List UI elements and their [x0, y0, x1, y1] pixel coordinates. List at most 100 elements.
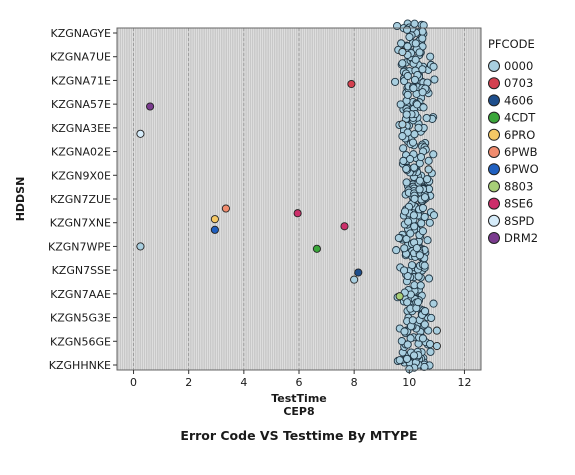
data-point-0000 — [402, 178, 411, 187]
data-point-0000 — [411, 39, 420, 48]
data-point-0000 — [136, 242, 145, 251]
data-point-0000 — [391, 77, 400, 86]
data-point-8SE6 — [340, 222, 349, 231]
data-point-0000 — [396, 100, 405, 109]
data-point-0000 — [420, 261, 429, 270]
data-point-0000 — [400, 266, 409, 275]
data-point-0000 — [420, 307, 430, 316]
x-tick-label: 0 — [130, 376, 137, 389]
data-point-0000 — [432, 326, 441, 335]
data-point-0703 — [347, 79, 356, 89]
x-tick-label: 6 — [296, 376, 303, 389]
data-point-0000 — [414, 298, 423, 307]
data-point-0000 — [415, 251, 424, 260]
legend-marker-4CDT — [488, 111, 500, 124]
data-point-0000 — [392, 246, 401, 255]
data-point-0000 — [407, 261, 417, 270]
legend-label-6PWB: 6PWB — [504, 145, 538, 159]
data-point-0000 — [426, 52, 435, 61]
data-point-6PWB — [221, 204, 230, 213]
data-point-0000 — [404, 217, 413, 226]
data-point-0000 — [409, 84, 418, 93]
data-point-0000 — [424, 274, 434, 283]
legend: PFCODE 0000 0703 4606 4CDT 6PRO 6PWB 6PWO 8803 8… — [488, 37, 539, 245]
data-point-0000 — [410, 75, 419, 84]
y-tick-label: KZGHHNKE — [49, 359, 111, 372]
y-tick-label: KZGNA3EE — [51, 122, 111, 135]
data-point-0000 — [403, 354, 412, 363]
data-point-0000 — [400, 207, 410, 216]
x-tick-label: 2 — [185, 376, 192, 389]
y-tick-label: KZGNA71E — [51, 74, 111, 87]
data-point-0000 — [429, 299, 438, 308]
data-point-0000 — [415, 176, 424, 185]
data-point-0000 — [424, 326, 433, 335]
legend-marker-6PWB — [488, 146, 500, 158]
legend-label-6PWO: 6PWO — [504, 162, 539, 176]
legend-marker-0000 — [488, 60, 500, 72]
legend-label-8SPD: 8SPD — [504, 214, 535, 228]
data-point-0000 — [409, 211, 418, 220]
data-point-0000 — [424, 156, 433, 165]
data-point-0000 — [429, 211, 439, 220]
legend-label-0000: 0000 — [504, 59, 533, 73]
data-point-0000 — [412, 244, 421, 253]
data-point-0000 — [402, 164, 411, 173]
data-point-0000 — [397, 39, 406, 48]
data-point-0000 — [429, 62, 438, 71]
data-point-0000 — [413, 100, 422, 109]
data-point-0000 — [397, 337, 406, 346]
data-point-0000 — [410, 222, 419, 231]
data-point-0000 — [411, 55, 420, 64]
data-point-0000 — [408, 316, 417, 325]
data-point-0000 — [395, 356, 404, 365]
legend-marker-8803 — [488, 180, 500, 193]
data-point-4CDT — [312, 244, 321, 253]
data-point-0000 — [410, 351, 419, 360]
data-point-0000 — [416, 152, 426, 162]
data-point-6PWO — [210, 225, 219, 234]
y-tick-label: KZGN7XNE — [50, 217, 111, 230]
data-point-0000 — [424, 165, 433, 174]
data-point-0000 — [418, 65, 427, 74]
x-tick-label: 12 — [457, 376, 471, 389]
legend-marker-0703 — [488, 77, 500, 90]
chart-title: Error Code VS Testtime By MTYPE — [180, 428, 417, 443]
data-point-0000 — [425, 339, 435, 349]
data-point-8SPD — [136, 129, 145, 138]
data-point-0000 — [405, 32, 414, 42]
y-tick-label: KZGN7ZUE — [50, 193, 111, 206]
data-point-6PRO — [210, 215, 219, 224]
data-point-0000 — [403, 42, 412, 51]
data-point-0000 — [420, 362, 429, 371]
data-point-0000 — [430, 75, 439, 84]
y-axis-title: HDDSN — [14, 177, 27, 222]
y-tick-label: KZGN7WPE — [48, 240, 111, 253]
data-point-0000 — [418, 34, 427, 43]
x-tick-labels: 0 2 4 6 8 10 12 — [130, 370, 471, 389]
data-point-0000 — [410, 19, 419, 28]
data-point-0000 — [418, 203, 428, 213]
data-point-0000 — [418, 227, 427, 236]
data-point-0000 — [418, 334, 428, 343]
y-tick-label: KZGNA7UE — [50, 51, 111, 64]
data-point-0000 — [423, 175, 432, 184]
data-point-0000 — [400, 327, 409, 336]
data-point-0000 — [420, 320, 429, 329]
data-point-0000 — [403, 90, 412, 99]
data-point-0000 — [399, 144, 408, 153]
data-point-0000 — [427, 313, 436, 323]
legend-marker-4606 — [488, 94, 500, 107]
data-point-0000 — [403, 298, 412, 307]
y-tick-label: KZGN56GE — [50, 335, 111, 348]
data-point-0000 — [410, 130, 419, 139]
data-point-0000 — [403, 340, 412, 349]
data-point-0000 — [393, 21, 402, 31]
data-point-0000 — [429, 150, 438, 159]
data-point-4606 — [354, 268, 363, 277]
data-point-0000 — [406, 155, 415, 164]
legend-marker-6PWO — [488, 163, 500, 176]
data-point-8SE6 — [293, 209, 302, 218]
data-point-0000 — [394, 233, 403, 243]
